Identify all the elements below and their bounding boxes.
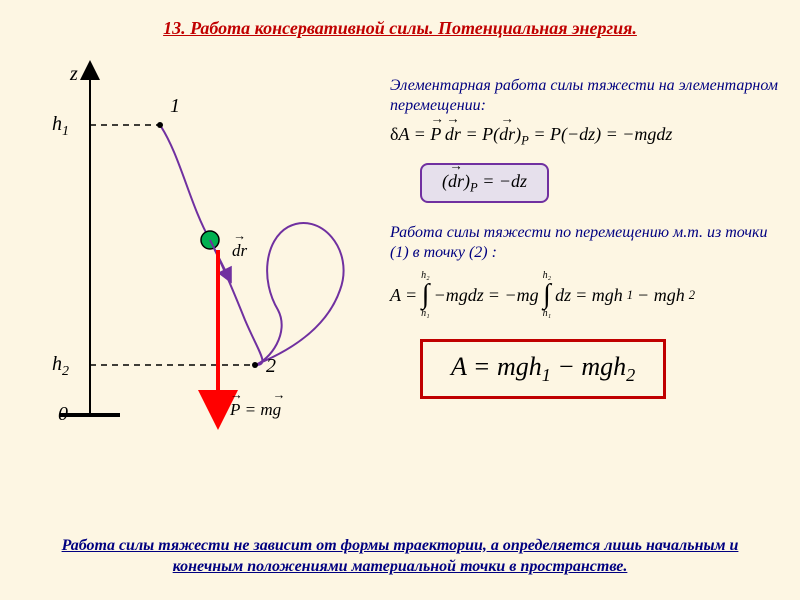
h1-label: h1 bbox=[52, 113, 69, 140]
subtext-2: Работа силы тяжести по перемещению м.т. … bbox=[390, 223, 780, 263]
boxed-equation-dr: (dr)P = −dz bbox=[420, 163, 549, 204]
dr-label: dr bbox=[232, 241, 247, 261]
boxed-equation-result: A = mgh1 − mgh2 bbox=[420, 339, 666, 399]
equation-delta-a: δA = P dr = P(dr)P = P(−dz) = −mgdz bbox=[390, 124, 780, 149]
page-title: 13. Работа консервативной силы. Потенциа… bbox=[0, 0, 800, 39]
zero-label: 0 bbox=[58, 403, 68, 426]
point-2-label: 2 bbox=[266, 355, 276, 378]
diagram: z h1 h2 0 1 2 dr P = mg bbox=[20, 55, 380, 435]
subtext-1: Элементарная работа силы тяжести на элем… bbox=[390, 76, 780, 116]
axis-label: z bbox=[70, 63, 78, 86]
equations-column: Элементарная работа силы тяжести на элем… bbox=[390, 70, 780, 399]
point-1-label: 1 bbox=[170, 95, 180, 118]
equation-integral: A = h₂ ∫ h₁ −mgdz = −mg h₂ ∫ h₁ dz = mgh… bbox=[390, 271, 780, 319]
h2-label: h2 bbox=[52, 353, 69, 380]
force-label: P = mg bbox=[230, 400, 281, 420]
conclusion-text: Работа силы тяжести не зависит от формы … bbox=[60, 535, 740, 578]
